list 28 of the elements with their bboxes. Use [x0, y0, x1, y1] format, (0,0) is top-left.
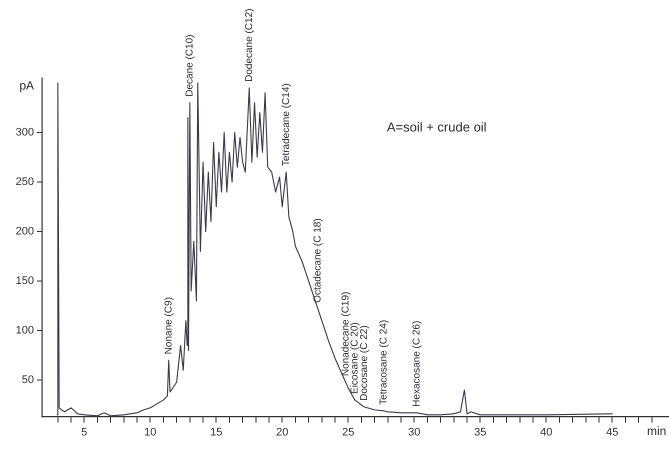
annotation: Nonadecane (C19) — [340, 292, 352, 376]
annotation: A=soil + crude oil — [386, 120, 487, 135]
x-tick-label: 15 — [210, 426, 222, 438]
annotation: Decane (C10) — [184, 34, 196, 97]
annotation: Tetracosane (C 24) — [378, 320, 390, 405]
y-tick-label: 100 — [16, 324, 34, 337]
x-tick-label: 10 — [144, 426, 156, 438]
x-tick-label: 30 — [408, 426, 420, 438]
y-tick-label: 300 — [16, 126, 34, 139]
annotation: Dodecane (C12) — [244, 8, 255, 82]
y-tick-label: 200 — [16, 226, 34, 238]
annotation: Octadecane (C 18) — [312, 218, 324, 303]
x-axis-title: min — [647, 424, 666, 438]
annotation: Nonane (C9) — [163, 297, 174, 354]
x-tick-label: 35 — [474, 426, 486, 438]
y-tick-label: 250 — [16, 176, 34, 188]
annotation: Hexacosane (C 26) — [412, 320, 423, 407]
x-tick-label: 20 — [276, 426, 288, 438]
x-tick-label: 40 — [540, 426, 552, 438]
annotation: Tetradecane (C14) — [280, 83, 292, 166]
x-tick-label: 25 — [342, 426, 354, 438]
annotation: Eicosane (C 20) — [350, 322, 361, 394]
y-tick-label: 150 — [16, 275, 34, 288]
y-axis-title: pA — [19, 78, 34, 92]
annotation: Docosane (C 22) — [358, 325, 370, 401]
x-tick-label: 5 — [81, 426, 88, 438]
x-tick-label: 45 — [606, 426, 618, 438]
y-tick-label: 50 — [22, 374, 34, 386]
